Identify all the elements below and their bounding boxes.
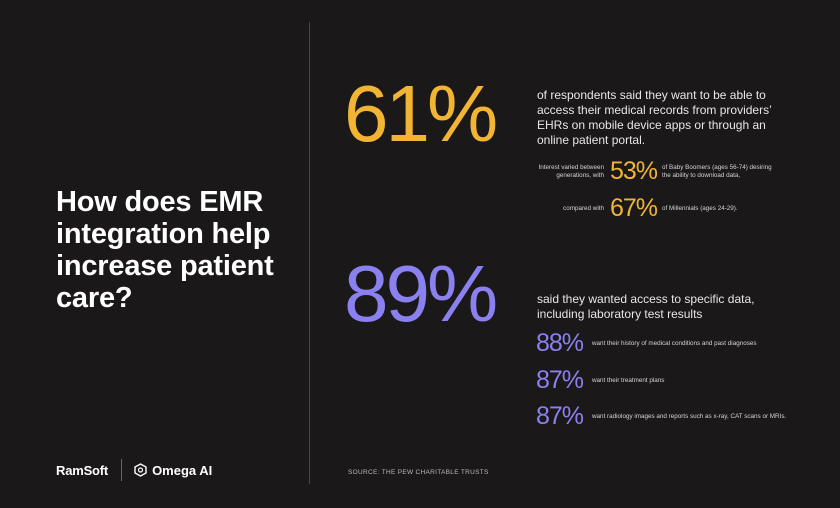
- sub-stat-boomers: Interest varied between generations, wit…: [536, 159, 772, 184]
- source-credit: SOURCE: THE PEW CHARITABLE TRUSTS: [348, 469, 489, 476]
- sub-stat-millennials: compared with 67% of Millennials (ages 2…: [536, 196, 772, 221]
- omega-ai-label: Omega AI: [152, 462, 213, 478]
- ramsoft-logo: RamSoft: [56, 462, 109, 478]
- stat-61-value: 61%: [344, 69, 498, 158]
- page-title: How does EMR integration help increase p…: [56, 186, 274, 314]
- list-item-text: want radiology images and reports such a…: [592, 412, 787, 420]
- sub-stat-millennials-prefix: compared with: [563, 204, 604, 212]
- vertical-divider: [309, 22, 310, 484]
- list-item-text: want their treatment plans: [592, 376, 665, 384]
- sub-stat-boomers-suffix: of Baby Boomers (ages 56-74) desiring th…: [662, 163, 772, 179]
- sub-stat-millennials-value: 67%: [610, 194, 658, 222]
- list-item-value: 87%: [536, 402, 584, 430]
- stat-61-description: of respondents said they want to be able…: [537, 88, 772, 147]
- sub-stat-boomers-prefix: Interest varied between generations, wit…: [538, 163, 604, 179]
- brand-logos: RamSoft Omega AI: [56, 458, 212, 482]
- stat-89-value: 89%: [344, 249, 498, 338]
- list-item: 87% want their treatment plans: [536, 368, 664, 393]
- logo-separator: [121, 459, 123, 481]
- list-item-value: 88%: [536, 329, 584, 357]
- list-item: 87% want radiology images and reports su…: [536, 404, 786, 429]
- omega-hexagon-icon: [134, 463, 147, 477]
- sub-stat-millennials-suffix: of Millennials (ages 24-29).: [662, 204, 738, 212]
- stat-89-description: said they wanted access to specific data…: [537, 292, 755, 321]
- omega-ai-logo: Omega AI: [134, 463, 212, 478]
- sub-stat-boomers-value: 53%: [610, 157, 658, 185]
- list-item-value: 87%: [536, 366, 584, 394]
- list-item-text: want their history of medical conditions…: [592, 339, 757, 347]
- list-item: 88% want their history of medical condit…: [536, 331, 757, 356]
